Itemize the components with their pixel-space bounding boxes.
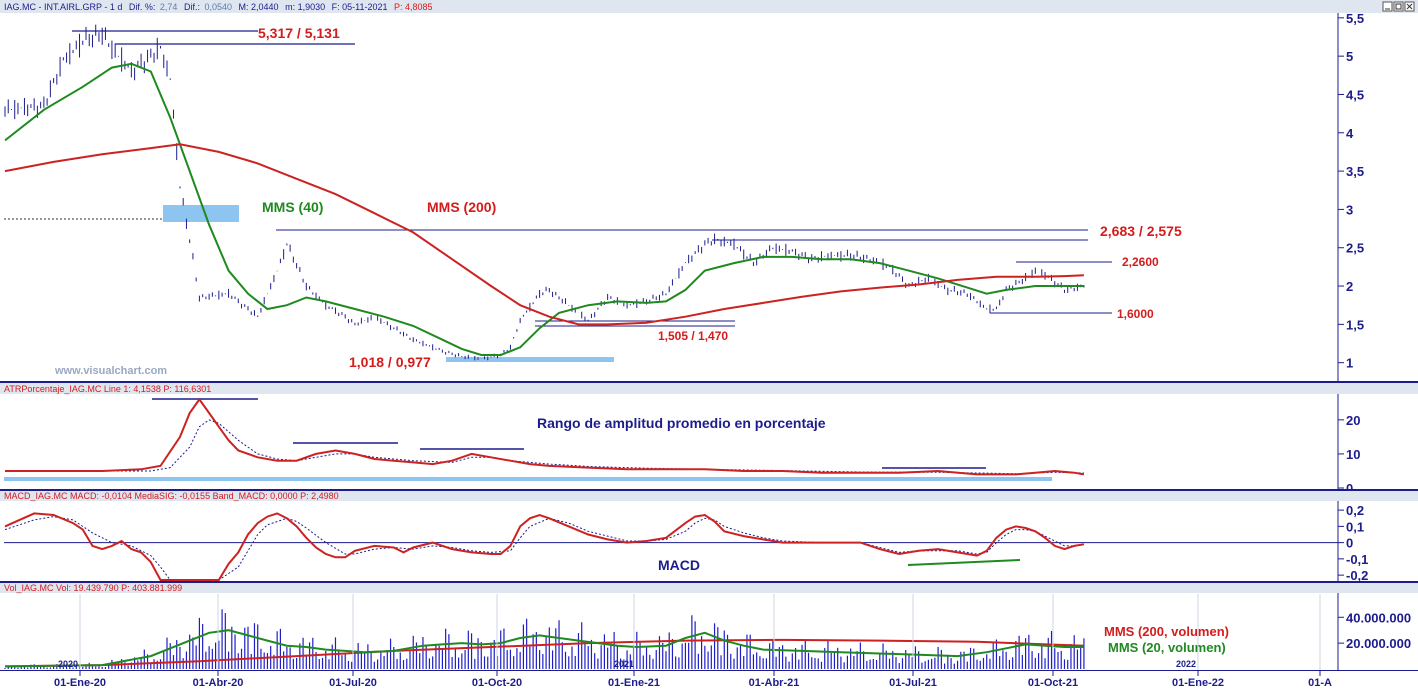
price-series	[4, 24, 1085, 361]
x-tick-label: 01-Oct-21	[1028, 677, 1078, 689]
label-sma200: MMS (200)	[427, 199, 496, 215]
maximize-icon[interactable]	[1393, 1, 1404, 12]
price-axis-tick-label: 1,5	[1346, 317, 1364, 332]
atr-header: ATRPorcentaje_IAG.MC Line 1: 4,1538 P: 1…	[4, 384, 211, 394]
price-header: IAG.MC - INT.AIRL.GRP - 1 d Dif. %: 2,74…	[4, 2, 433, 12]
price-panel: IAG.MC - INT.AIRL.GRP - 1 d Dif. %: 2,74…	[0, 0, 1418, 381]
price-axis-tick-label: 5	[1346, 49, 1353, 64]
price-axis-tick-label: 4,5	[1346, 87, 1364, 102]
label-2260: 2,2600	[1122, 255, 1159, 269]
volume-y-axis: 40.000.000 20.000.000	[1338, 610, 1411, 651]
separator-2	[0, 489, 1418, 491]
price-axis-tick-label: 1	[1346, 356, 1353, 371]
price-axis-tick-label: 5,5	[1346, 11, 1364, 26]
atr-y-axis: 20 10 0	[1338, 413, 1360, 496]
macd-axis-tick-label: -0,1	[1346, 552, 1368, 567]
macd-y-axis: 0,20,1 0-0,1-0,2	[1338, 503, 1368, 583]
label-sma40: MMS (40)	[262, 199, 323, 215]
close-icon[interactable]	[1404, 1, 1415, 12]
price-axis-tick-label: 4	[1346, 126, 1354, 141]
year-label: 2022	[1176, 659, 1196, 669]
label-5317: 5,317 / 5,131	[258, 25, 340, 41]
year-label: 2020	[58, 659, 78, 669]
x-tick-label: 01-Abr-20	[193, 677, 244, 689]
year-label: 2021	[614, 659, 634, 669]
macd-axis-tick-label: 0,2	[1346, 503, 1364, 518]
macd-divergence-line	[907, 559, 1021, 566]
support-highlight-bar	[446, 357, 614, 362]
macd-axis-tick-label: -0,2	[1346, 568, 1368, 583]
macd-header: MACD_IAG.MC MACD: -0,0104 MediaSIG: -0,0…	[4, 491, 339, 501]
price-axis-tick-label: 2,5	[1346, 241, 1364, 256]
x-tick-label: 01-Jul-21	[889, 677, 937, 689]
macd-panel: MACD_IAG.MC MACD: -0,0104 MediaSIG: -0,0…	[0, 491, 1418, 583]
macd-axis-tick-label: 0	[1346, 536, 1353, 551]
separator-3	[0, 581, 1418, 583]
legend-vol-sma20: MMS (20, volumen)	[1108, 640, 1226, 655]
legend-vol-sma200: MMS (200, volumen)	[1104, 624, 1229, 639]
label-2683: 2,683 / 2,575	[1100, 223, 1182, 239]
vol-sma200-line	[4, 638, 1084, 668]
minimize-icon[interactable]	[1382, 1, 1393, 12]
window-controls	[1382, 1, 1415, 12]
x-axis-line	[0, 670, 1418, 671]
price-y-axis: 5,5 5 4,5 4 3,5 3 2,5 2 1,5 1	[1338, 11, 1364, 371]
label-16000: 1,6000	[1117, 307, 1154, 321]
x-tick-label: 01-Oct-20	[472, 677, 522, 689]
atr-axis-tick-label: 10	[1346, 447, 1360, 462]
atr-baseline-highlight	[4, 477, 1052, 481]
x-tick-label: 01-Ene-21	[608, 677, 660, 689]
macd-line	[4, 512, 1085, 581]
macd-header-bar	[0, 491, 1418, 501]
price-header-bar	[0, 0, 1418, 13]
volume-averages	[4, 629, 1084, 668]
price-indicators	[4, 62, 1084, 356]
label-1505: 1,505 / 1,470	[658, 329, 728, 343]
separator-1	[0, 381, 1418, 383]
volume-axis-tick-label: 40.000.000	[1346, 610, 1411, 625]
macd-axis-tick-label: 0,1	[1346, 519, 1364, 534]
atr-axis-tick-label: 20	[1346, 413, 1360, 428]
volume-header-bar	[0, 583, 1418, 593]
atr-axis-tick-label: 0	[1346, 481, 1353, 496]
vol-sma20-line	[4, 629, 1084, 668]
volume-header: Vol_IAG.MC Vol: 19.439.790 P: 403.881.99…	[4, 583, 182, 593]
volume-panel: Vol_IAG.MC Vol: 19.439.790 P: 403.881.99…	[0, 583, 1418, 670]
watermark: www.visualchart.com	[54, 365, 167, 377]
x-tick-label: 01-Abr-21	[749, 677, 800, 689]
price-axis-tick-label: 3	[1346, 202, 1353, 217]
atr-title: Rango de amplitud promedio en porcentaje	[537, 415, 826, 431]
volume-axis-tick-label: 20.000.000	[1346, 636, 1411, 651]
atr-panel: ATRPorcentaje_IAG.MC Line 1: 4,1538 P: 1…	[0, 383, 1418, 496]
atr-header-bar	[0, 383, 1418, 394]
x-tick-label: 01-Ene-20	[54, 677, 106, 689]
atr-line	[5, 397, 1085, 476]
atr-signal-line	[5, 419, 1084, 475]
sma40-line	[4, 62, 1084, 356]
x-axis: 01-Ene-20 01-Abr-20 01-Jul-20 01-Oct-20 01-E…	[54, 594, 1332, 689]
gap-highlight-box	[163, 205, 239, 222]
volume-bars	[4, 609, 1085, 669]
sma200-line	[4, 143, 1084, 326]
label-1018: 1,018 / 0,977	[349, 354, 431, 370]
x-tick-label: 01-A	[1308, 677, 1332, 689]
macd-signal-line	[4, 516, 1084, 581]
x-tick-label: 01-Jul-20	[329, 677, 377, 689]
macd-title: MACD	[658, 557, 700, 573]
atr-series	[5, 397, 1085, 476]
x-tick-label: 01-Ene-22	[1172, 677, 1224, 689]
price-axis-tick-label: 3,5	[1346, 164, 1364, 179]
price-axis-tick-label: 2	[1346, 279, 1353, 294]
macd-series	[4, 512, 1338, 581]
